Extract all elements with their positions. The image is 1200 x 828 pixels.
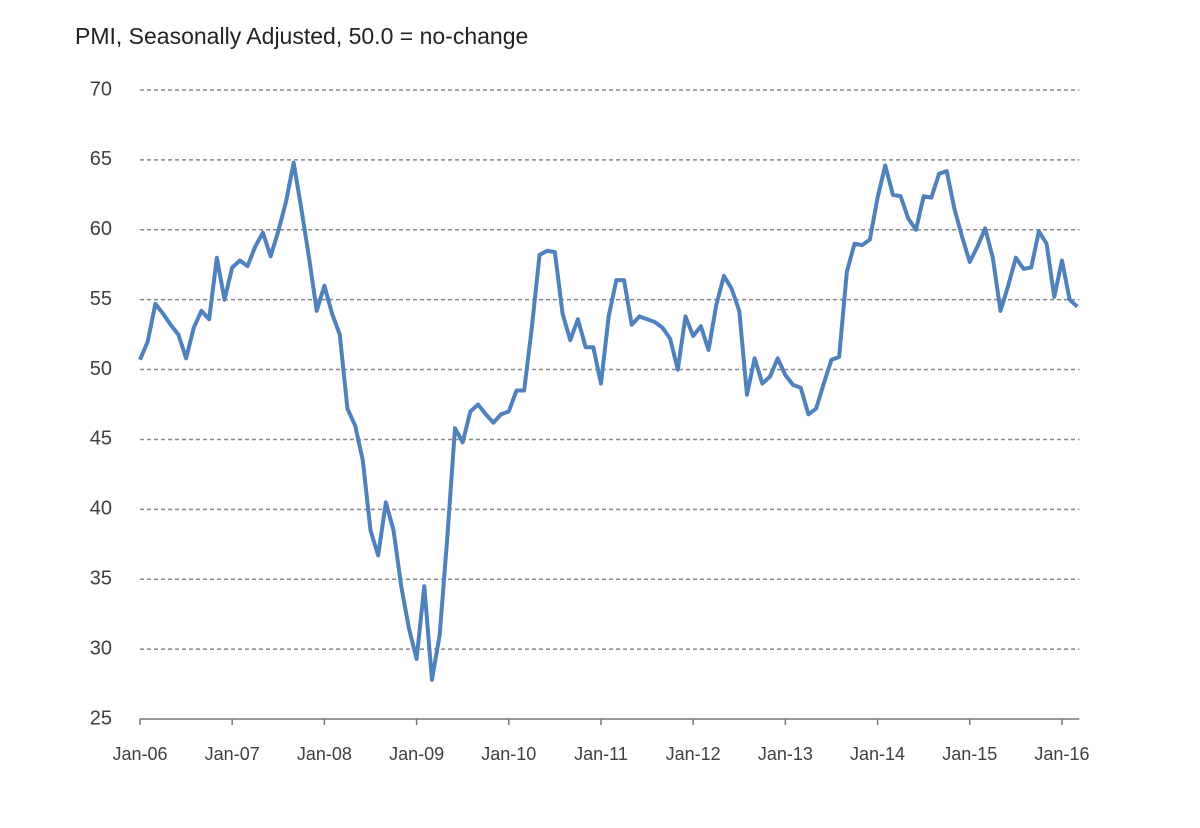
y-tick-label: 55 [90, 288, 112, 310]
x-tick-label: Jan-14 [850, 744, 905, 764]
x-tick-label: Jan-06 [112, 744, 167, 764]
y-tick-label: 25 [90, 707, 112, 729]
chart-title: PMI, Seasonally Adjusted, 50.0 = no-chan… [75, 23, 528, 49]
y-tick-label: 60 [90, 218, 112, 240]
y-tick-label: 40 [90, 498, 112, 520]
x-tick-label: Jan-08 [297, 744, 352, 764]
x-tick-label: Jan-12 [666, 744, 721, 764]
x-tick-label: Jan-15 [942, 744, 997, 764]
x-tick-label: Jan-10 [481, 744, 536, 764]
x-tick-label: Jan-13 [758, 744, 813, 764]
line-series [138, 160, 1079, 682]
x-tick-label: Jan-07 [205, 744, 260, 764]
y-tick-label: 65 [90, 148, 112, 170]
y-tick-label: 45 [90, 428, 112, 450]
x-tick-label: Jan-09 [389, 744, 444, 764]
y-tick-label: 50 [90, 358, 112, 380]
x-tick-label: Jan-11 [574, 744, 628, 764]
y-tick-label: 70 [90, 78, 112, 100]
x-tick-label: Jan-16 [1034, 744, 1089, 764]
y-tick-label: 35 [90, 568, 112, 590]
y-tick-label: 30 [90, 637, 112, 659]
